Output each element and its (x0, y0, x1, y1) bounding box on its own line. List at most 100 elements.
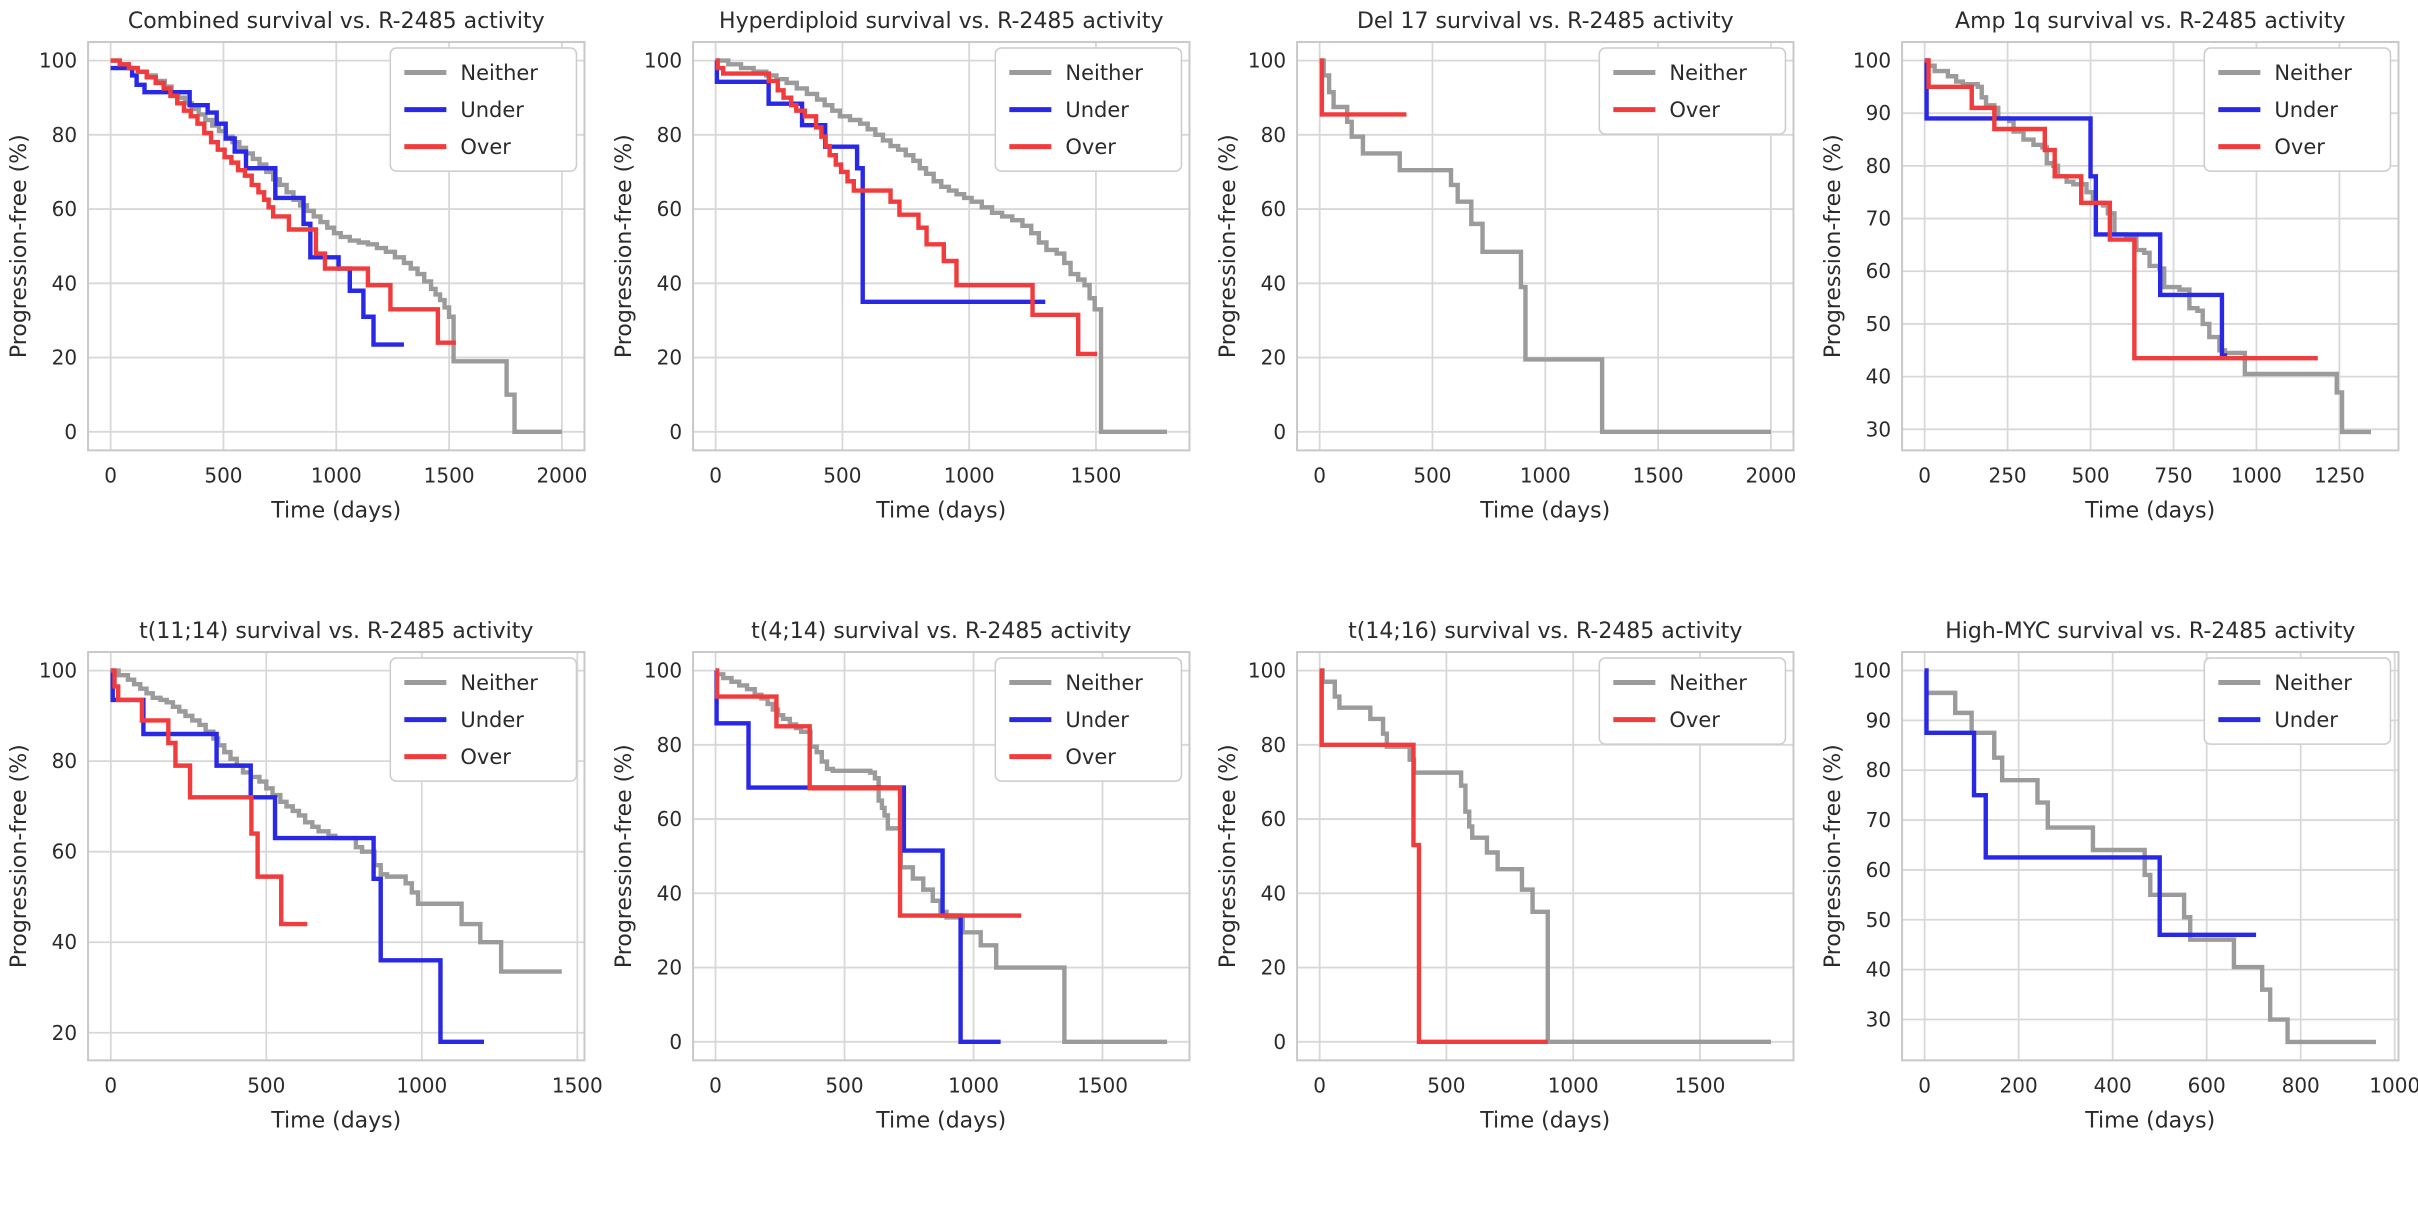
x-axis-label: Time (days) (270, 498, 401, 523)
x-tick-label: 1000 (2231, 463, 2282, 487)
y-tick-label: 40 (656, 271, 681, 295)
y-tick-label: 80 (52, 123, 77, 147)
x-tick-label: 1500 (424, 463, 475, 487)
x-tick-label: 1500 (1674, 1073, 1725, 1097)
y-tick-label: 20 (52, 346, 77, 370)
x-tick-label: 500 (825, 1073, 863, 1097)
legend-label-neither: Neither (460, 60, 538, 85)
legend-label-neither: Neither (2274, 60, 2352, 85)
x-tick-label: 1500 (1633, 463, 1684, 487)
y-tick-label: 40 (1261, 271, 1286, 295)
chart-title: Hyperdiploid survival vs. R-2485 activit… (719, 9, 1163, 34)
y-tick-label: 60 (1261, 197, 1286, 221)
y-tick-label: 40 (1865, 957, 1890, 981)
x-tick-label: 1500 (1077, 1073, 1128, 1097)
x-axis-label: Time (days) (1479, 1108, 1610, 1133)
x-tick-label: 1000 (2369, 1073, 2418, 1097)
x-tick-label: 0 (1313, 1073, 1326, 1097)
y-tick-label: 100 (643, 658, 681, 682)
legend-label-under: Under (460, 707, 524, 732)
y-tick-label: 50 (1865, 312, 1890, 336)
y-tick-label: 30 (1865, 1007, 1890, 1031)
y-tick-label: 100 (1248, 49, 1286, 73)
y-axis-label: Progression-free (%) (612, 134, 637, 358)
x-tick-label: 1000 (396, 1073, 447, 1097)
x-tick-label: 500 (823, 463, 861, 487)
legend-label-over: Over (1669, 707, 1720, 732)
y-tick-label: 30 (1865, 417, 1890, 441)
y-axis-label: Progression-free (%) (1216, 744, 1241, 968)
y-tick-label: 0 (64, 420, 77, 444)
legend-label-neither: Neither (2274, 670, 2352, 695)
y-tick-label: 60 (52, 197, 77, 221)
x-tick-label: 1000 (311, 463, 362, 487)
y-tick-label: 50 (1865, 907, 1890, 931)
legend: Neither Over (1599, 658, 1785, 744)
x-axis-label: Time (days) (875, 1108, 1006, 1133)
x-tick-label: 500 (1427, 1073, 1465, 1097)
x-tick-label: 500 (204, 463, 242, 487)
y-axis-label: Progression-free (%) (1821, 744, 1846, 968)
x-axis-label: Time (days) (270, 1108, 401, 1133)
y-tick-label: 100 (39, 49, 77, 73)
y-tick-label: 60 (1865, 259, 1890, 283)
legend-label-over: Over (460, 134, 511, 159)
y-tick-label: 40 (52, 271, 77, 295)
y-tick-label: 60 (1261, 807, 1286, 831)
y-axis-label: Progression-free (%) (7, 134, 32, 358)
y-axis-label: Progression-free (%) (1821, 134, 1846, 358)
y-tick-label: 40 (1865, 365, 1890, 389)
x-tick-label: 400 (2093, 1073, 2131, 1097)
y-tick-label: 80 (52, 749, 77, 773)
y-tick-label: 40 (656, 881, 681, 905)
x-tick-label: 0 (1918, 463, 1931, 487)
x-tick-label: 250 (1988, 463, 2026, 487)
legend-label-neither: Neither (1065, 60, 1143, 85)
chart-title: Amp 1q survival vs. R-2485 activity (1955, 9, 2345, 34)
x-tick-label: 1000 (1548, 1073, 1599, 1097)
y-tick-label: 70 (1865, 808, 1890, 832)
chart-title: High-MYC survival vs. R-2485 activity (1945, 619, 2355, 644)
x-tick-label: 0 (709, 463, 722, 487)
x-axis-label: Time (days) (2084, 1108, 2215, 1133)
chart-title: t(4;14) survival vs. R-2485 activity (751, 619, 1131, 644)
x-tick-label: 800 (2281, 1073, 2319, 1097)
x-tick-label: 0 (709, 1073, 722, 1097)
y-tick-label: 60 (656, 197, 681, 221)
y-axis-label: Progression-free (%) (612, 744, 637, 968)
y-tick-label: 80 (656, 732, 681, 756)
y-tick-label: 60 (656, 807, 681, 831)
x-tick-label: 1500 (1070, 463, 1121, 487)
legend-label-neither: Neither (1669, 670, 1747, 695)
x-tick-label: 600 (2187, 1073, 2225, 1097)
chart-title: Del 17 survival vs. R-2485 activity (1357, 9, 1734, 34)
y-tick-label: 80 (1865, 758, 1890, 782)
chart-title: t(11;14) survival vs. R-2485 activity (139, 619, 533, 644)
x-tick-label: 500 (247, 1073, 285, 1097)
x-tick-label: 0 (104, 463, 117, 487)
legend-label-under: Under (2274, 707, 2338, 732)
x-tick-label: 2000 (1745, 463, 1796, 487)
legend-label-over: Over (1065, 134, 1116, 159)
y-tick-label: 20 (656, 955, 681, 979)
chart-title: Combined survival vs. R-2485 activity (128, 9, 545, 34)
chart-title: t(14;16) survival vs. R-2485 activity (1348, 619, 1742, 644)
legend-label-over: Over (1669, 97, 1720, 122)
legend-label-over: Over (1065, 744, 1116, 769)
y-tick-label: 80 (656, 123, 681, 147)
